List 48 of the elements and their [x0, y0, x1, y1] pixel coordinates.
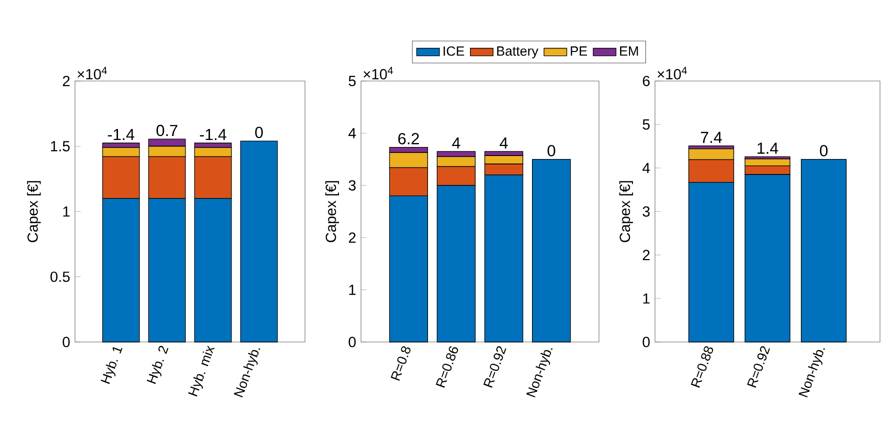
y-axis-title: Capex [€] [27, 181, 41, 242]
text: ×10$^{4}$ [364, 66, 393, 80]
y-tick-label: 1 [63, 206, 70, 217]
legend-label: EM [620, 46, 638, 56]
annotation: 0 [820, 145, 828, 156]
bar [532, 158, 571, 342]
x-tick-label: Hyb. 2 [146, 346, 168, 384]
y-tick-label: 3 [642, 206, 650, 217]
y-tick-label: 4 [642, 162, 650, 174]
legend-label: PE [570, 46, 587, 56]
y-axis-title: Capex [€] [619, 181, 633, 242]
y-tick-label: 0 [62, 336, 70, 348]
y-tick-label: 4 [348, 128, 356, 138]
text: ×10$^{4}$ [78, 66, 107, 80]
legend-label: Battery [497, 46, 538, 58]
annotation: 4 [500, 138, 508, 149]
y-tick-label: 0 [348, 336, 356, 348]
y-tick-label: 1 [349, 284, 356, 295]
y-tick-label: 5 [642, 119, 650, 130]
annotation: 6.2 [398, 133, 419, 144]
x-tick-label: R=0.88 [690, 346, 714, 388]
annotation: 7.4 [700, 132, 722, 143]
annotation: 0 [255, 126, 263, 138]
annotation: 1.4 [758, 142, 778, 154]
annotation: -1.4 [200, 129, 226, 140]
annotation: 0 [548, 145, 556, 156]
x-tick-label: R=0.86 [436, 346, 458, 388]
y-tick-label: 0.5 [50, 272, 70, 282]
x-tick-label: Hyb. mix [188, 345, 215, 396]
annotation: 4 [452, 138, 460, 149]
bar [800, 158, 847, 342]
y-tick-label: 0 [642, 336, 650, 348]
y-tick-label: 1 [643, 293, 650, 304]
y-tick-label: 2 [642, 250, 650, 260]
y-tick-label: 3 [348, 180, 356, 191]
annotation: 0.7 [156, 124, 178, 136]
y-tick-label: 6 [642, 76, 650, 86]
y-tick-label: 1.5 [51, 141, 70, 152]
annotation: -1.4 [108, 129, 134, 140]
y-tick-label: 2 [62, 76, 70, 86]
y-tick-label: 5 [348, 76, 356, 86]
text: ×10$^{4}$ [658, 66, 687, 80]
y-tick-label: 2 [348, 232, 356, 243]
bar [240, 140, 278, 342]
x-tick-label: R=0.8 [390, 346, 410, 381]
y-axis-title: Capex [€] [325, 181, 339, 242]
x-tick-label: Hyb. 1 [100, 347, 122, 384]
legend-label: ICE [444, 46, 464, 56]
